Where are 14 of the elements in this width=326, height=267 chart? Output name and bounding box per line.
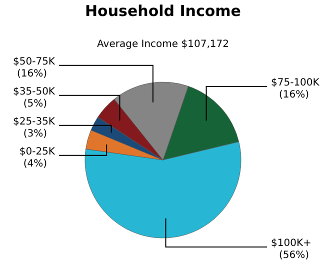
slice-label: $0-25K [19,146,56,158]
data-label: (56%) [279,250,310,261]
slice-label: $35-50K [13,86,56,98]
slice-label: $100K+ [271,238,312,249]
data-label: (4%) [23,158,48,170]
data-label: (16%) [279,90,310,101]
slice-label: $50-75K [13,56,56,68]
slice-label: $75-100K [271,78,320,89]
chart-title: Household Income [85,2,241,20]
data-label: (16%) [16,68,48,80]
data-label: (5%) [23,98,48,110]
chart-subtitle: Average Income $107,172 [97,39,229,50]
slice-label: $25-35K [13,116,56,128]
data-label: (3%) [23,128,48,140]
